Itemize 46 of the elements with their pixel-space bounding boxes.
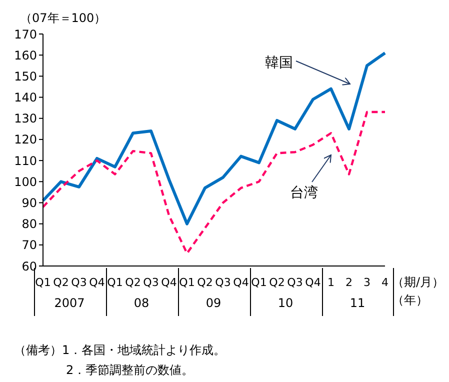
x-tick-label: Q2 bbox=[125, 276, 141, 289]
x-tick-label: Q1 bbox=[179, 276, 195, 289]
x-tick-label: Q4 bbox=[89, 276, 105, 289]
y-tick-label: 70 bbox=[22, 238, 37, 252]
text: 台湾 bbox=[290, 185, 318, 201]
y-tick-label: 150 bbox=[14, 69, 37, 84]
x-tick-label: Q1 bbox=[107, 276, 123, 289]
text: 2007 bbox=[54, 296, 85, 310]
y-tick-label: 80 bbox=[22, 217, 37, 232]
text: 2．季節調整前の数値。 bbox=[66, 363, 194, 377]
x-tick-label: Q3 bbox=[143, 276, 159, 289]
x-tick-label: 3 bbox=[364, 276, 370, 289]
y-axis-title: （07年＝100） bbox=[20, 11, 106, 25]
y-tick-label: 140 bbox=[14, 90, 37, 105]
x-tick-label: Q3 bbox=[71, 276, 87, 289]
x-tick-label: Q2 bbox=[269, 276, 285, 289]
x-tick-label: Q3 bbox=[287, 276, 303, 289]
x-tick-label: Q3 bbox=[215, 276, 231, 289]
x-axis-title: （期/月） bbox=[392, 275, 444, 289]
x-tick-label: Q4 bbox=[233, 276, 249, 289]
line-series bbox=[42, 51, 386, 226]
y-tick-label: 60 bbox=[22, 259, 37, 274]
x-tick-label: Q4 bbox=[161, 276, 177, 289]
line-series bbox=[42, 110, 386, 254]
x-tick-label: 1 bbox=[328, 276, 334, 289]
y-tick-label: 110 bbox=[14, 154, 37, 168]
text: 韓国 bbox=[265, 55, 293, 71]
text: （備考）1．各国・地域統計より作成。 bbox=[14, 343, 226, 357]
y-tick-label: 120 bbox=[14, 132, 37, 147]
y-tick-label: 170 bbox=[14, 27, 37, 42]
x-tick-label: 2 bbox=[346, 276, 352, 289]
text: 11 bbox=[350, 296, 366, 310]
y-tick-label: 160 bbox=[14, 48, 37, 62]
y-tick-label: 130 bbox=[14, 112, 37, 126]
x-tick-label: Q4 bbox=[305, 276, 321, 289]
x-tick-label: Q2 bbox=[197, 276, 213, 289]
y-tick-label: 90 bbox=[22, 196, 37, 210]
x-tick-label: Q2 bbox=[53, 276, 69, 289]
text: 08 bbox=[134, 296, 150, 310]
text: 10 bbox=[278, 296, 294, 310]
text: 09 bbox=[206, 296, 222, 310]
x-tick-label: Q1 bbox=[35, 276, 51, 289]
x-tick-label: 4 bbox=[382, 276, 388, 289]
text: （年） bbox=[392, 293, 428, 307]
x-tick-label: Q1 bbox=[251, 276, 267, 289]
y-tick-label: 100 bbox=[14, 174, 37, 189]
